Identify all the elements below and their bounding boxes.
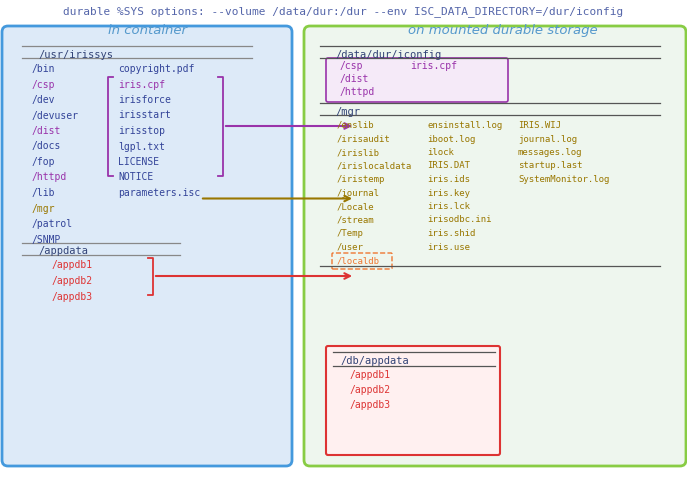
Text: /irisaudit: /irisaudit <box>337 135 391 143</box>
Text: journal.log: journal.log <box>518 135 577 143</box>
Text: /bin: /bin <box>32 64 56 74</box>
Text: /db/appdata: /db/appdata <box>340 356 409 366</box>
Text: /appdb2: /appdb2 <box>52 276 93 286</box>
Text: /patrol: /patrol <box>32 219 73 229</box>
Text: lgpl.txt: lgpl.txt <box>118 142 165 151</box>
Text: /user: /user <box>337 243 364 251</box>
Text: /journal: /journal <box>337 188 380 198</box>
Text: on mounted durable storage: on mounted durable storage <box>408 24 598 37</box>
Text: iris.lck: iris.lck <box>427 202 470 211</box>
Text: /mgr: /mgr <box>335 107 360 117</box>
Text: iris.cpf: iris.cpf <box>118 80 165 89</box>
Text: /httpd: /httpd <box>340 87 375 97</box>
FancyBboxPatch shape <box>326 346 500 455</box>
Text: ilock: ilock <box>427 148 454 157</box>
Text: startup.last: startup.last <box>518 162 583 170</box>
Text: irisstart: irisstart <box>118 110 171 121</box>
Text: /mgr: /mgr <box>32 203 56 214</box>
Text: /irislib: /irislib <box>337 148 380 157</box>
Text: SystemMonitor.log: SystemMonitor.log <box>518 175 609 184</box>
Text: messages.log: messages.log <box>518 148 583 157</box>
Text: iris.shid: iris.shid <box>427 229 475 238</box>
Text: /devuser: /devuser <box>32 110 79 121</box>
Text: /localdb: /localdb <box>337 256 380 265</box>
Text: /usr/irissys: /usr/irissys <box>38 50 113 60</box>
Text: /Temp: /Temp <box>337 229 364 238</box>
Text: /appdb3: /appdb3 <box>52 291 93 302</box>
Text: /csp: /csp <box>340 61 363 71</box>
Text: /lib: /lib <box>32 188 56 198</box>
FancyBboxPatch shape <box>326 58 508 102</box>
Text: iboot.log: iboot.log <box>427 135 475 143</box>
Text: LICENSE: LICENSE <box>118 157 159 167</box>
Text: parameters.isc: parameters.isc <box>118 188 200 198</box>
Text: irisstop: irisstop <box>118 126 165 136</box>
Text: iris.use: iris.use <box>427 243 470 251</box>
Text: /csp: /csp <box>32 80 56 89</box>
Text: iris.key: iris.key <box>427 188 470 198</box>
Text: /appdb3: /appdb3 <box>350 400 391 410</box>
Text: /SNMP: /SNMP <box>32 235 61 244</box>
Text: /stream: /stream <box>337 216 374 224</box>
Text: /dev: /dev <box>32 95 56 105</box>
Text: /appdb1: /appdb1 <box>52 261 93 270</box>
Text: /enslib: /enslib <box>337 121 374 130</box>
FancyBboxPatch shape <box>2 26 292 466</box>
Text: /appdb1: /appdb1 <box>350 370 391 380</box>
Text: /fop: /fop <box>32 157 56 167</box>
Text: /iristemp: /iristemp <box>337 175 385 184</box>
FancyBboxPatch shape <box>304 26 686 466</box>
Text: /Locale: /Locale <box>337 202 374 211</box>
Text: /docs: /docs <box>32 142 61 151</box>
Text: /data/dur/iconfig: /data/dur/iconfig <box>335 50 441 60</box>
Text: in container: in container <box>109 24 188 37</box>
Text: /dist: /dist <box>32 126 61 136</box>
Text: /appdata: /appdata <box>38 246 88 257</box>
Text: /dist: /dist <box>340 74 370 84</box>
Text: irisodbc.ini: irisodbc.ini <box>427 216 491 224</box>
Text: /appdb2: /appdb2 <box>350 385 391 395</box>
Text: copyright.pdf: copyright.pdf <box>118 64 194 74</box>
Text: /httpd: /httpd <box>32 172 67 183</box>
Text: IRIS.DAT: IRIS.DAT <box>427 162 470 170</box>
Text: irisforce: irisforce <box>118 95 171 105</box>
Text: iris.cpf: iris.cpf <box>410 61 457 71</box>
Text: /irislocaldata: /irislocaldata <box>337 162 412 170</box>
Text: iris.ids: iris.ids <box>427 175 470 184</box>
Text: IRIS.WIJ: IRIS.WIJ <box>518 121 561 130</box>
Text: NOTICE: NOTICE <box>118 172 153 183</box>
Text: ensinstall.log: ensinstall.log <box>427 121 502 130</box>
Text: durable %SYS options: --volume /data/dur:/dur --env ISC_DATA_DIRECTORY=/dur/icon: durable %SYS options: --volume /data/dur… <box>63 6 624 17</box>
